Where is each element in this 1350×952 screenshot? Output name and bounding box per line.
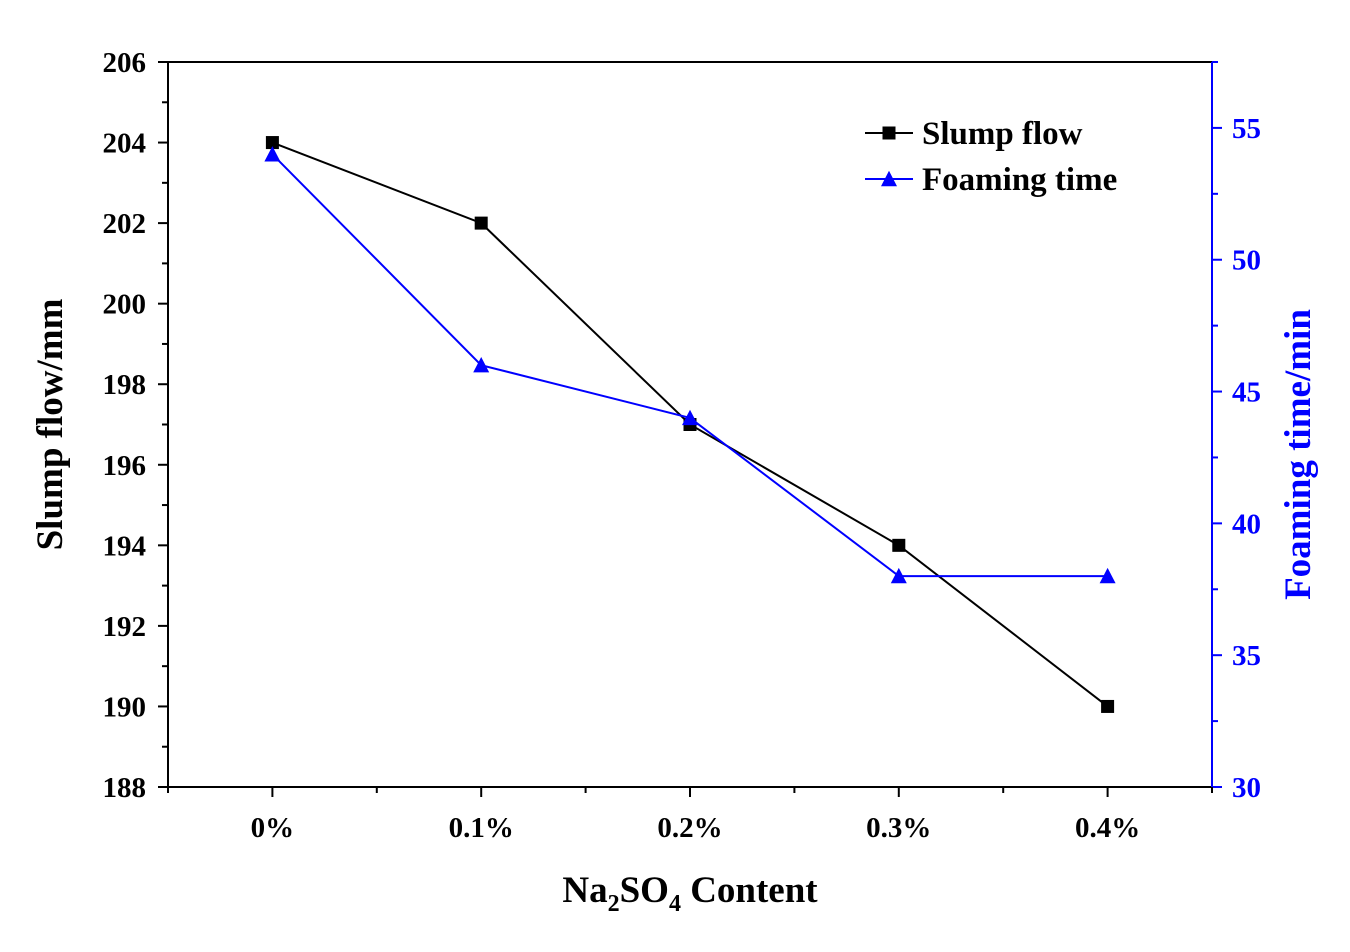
left-y-tick-label: 206 [103,47,147,79]
left-y-tick-label: 200 [103,289,147,321]
foaming-time-point [473,356,490,373]
x-tick-label: 0.2% [657,812,722,844]
left-y-tick-label: 204 [103,128,147,160]
right-y-tick-label: 50 [1232,245,1261,277]
left-y-tick-label: 194 [103,530,147,562]
legend-item-slump-flow: Slump flow [865,116,1083,152]
left-y-tick-label: 196 [103,450,147,482]
legend-label: Foaming time [922,162,1117,198]
series-foaming-time [264,146,1116,584]
slump-flow-point [474,216,488,230]
left-y-tick-label: 198 [103,369,147,401]
legend-triangle-marker [881,170,897,187]
x-axis-title: Na2SO4 Content [562,870,818,917]
legend-item-foaming-time: Foaming time [865,162,1117,198]
left-y-tick-label: 192 [103,611,147,643]
slump-flow-point [892,538,906,552]
left-y-axis-title: Slump flow/mm [30,298,71,550]
foaming-time-point [264,146,281,162]
x-tick-label: 0% [251,812,295,844]
legend-square-marker [882,126,896,140]
right-y-tick-label: 55 [1232,113,1261,145]
right-y-axis-title: Foaming time/min [1278,309,1319,600]
left-y-tick-label: 190 [103,691,147,723]
x-tick-label: 0.1% [449,812,514,844]
foaming-time-point [890,567,907,584]
legend-label: Slump flow [922,116,1083,152]
right-y-tick-label: 30 [1232,772,1261,804]
right-y-tick-label: 45 [1232,377,1261,409]
right-y-tick-label: 40 [1232,508,1261,540]
x-tick-label: 0.4% [1075,812,1140,844]
x-tick-label: 0.3% [866,812,931,844]
right-y-tick-label: 35 [1232,640,1261,672]
left-y-tick-label: 202 [103,208,147,240]
left-y-tick-label: 188 [103,772,147,804]
legend: Slump flow Foaming time [865,116,1117,198]
foaming-time-point [1099,567,1116,584]
foaming-time-point [682,409,698,426]
slump-flow-point [1101,699,1115,713]
foaming-time-line [271,153,1108,578]
slump-flow-point [265,136,279,150]
